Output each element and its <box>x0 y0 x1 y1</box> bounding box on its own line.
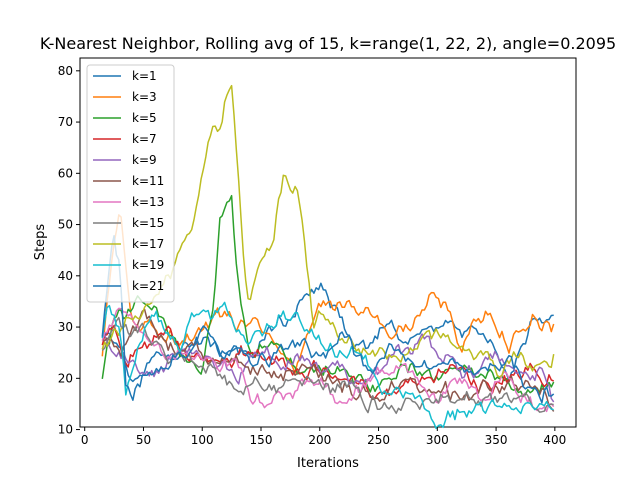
x-axis-ticks: 0 50 100 150 200 250 300 350 400 <box>81 427 566 447</box>
legend-label: k=7 <box>132 132 157 146</box>
legend-label: k=19 <box>132 258 164 272</box>
legend-label: k=17 <box>132 237 164 251</box>
x-tick-label: 200 <box>308 433 331 447</box>
series-lines <box>101 84 555 430</box>
plot-area-frame <box>79 57 577 428</box>
x-tick-label: 50 <box>136 433 151 447</box>
y-tick-label: 20 <box>58 371 73 385</box>
y-axis-ticks: 10 20 30 40 50 60 70 80 <box>58 64 80 437</box>
legend-label: k=13 <box>132 195 164 209</box>
x-tick-label: 250 <box>367 433 390 447</box>
series-line-k-19 <box>101 301 554 430</box>
legend-label: k=21 <box>132 279 164 293</box>
legend-label: k=11 <box>132 174 164 188</box>
legend-box <box>86 64 175 303</box>
y-tick-label: 70 <box>58 115 73 129</box>
series-line-k-11 <box>102 308 555 412</box>
series-line-k-1 <box>101 282 554 383</box>
x-tick-label: 300 <box>426 433 449 447</box>
chart-title: K-Nearest Neighbor, Rolling avg of 15, k… <box>40 34 616 53</box>
y-axis-label: Steps <box>33 224 48 261</box>
legend: k=1 k=3 k=5 k=7 k=9 k=11 k=13 k=15 k=17 k=19 k=21 <box>86 64 175 303</box>
legend-label: k=5 <box>132 111 157 125</box>
y-tick-label: 80 <box>58 64 73 78</box>
x-tick-label: 150 <box>250 433 273 447</box>
series-line-k-21 <box>101 234 555 404</box>
x-tick-label: 100 <box>191 433 214 447</box>
legend-label: k=9 <box>132 153 157 167</box>
y-tick-label: 40 <box>58 269 73 283</box>
legend-label: k=1 <box>132 69 157 83</box>
y-tick-label: 50 <box>58 218 73 232</box>
legend-label: k=3 <box>132 90 157 104</box>
legend-label: k=15 <box>132 216 164 230</box>
x-tick-label: 350 <box>485 433 508 447</box>
y-tick-label: 10 <box>58 423 73 437</box>
y-tick-label: 30 <box>58 320 73 334</box>
x-tick-label: 0 <box>81 433 89 447</box>
series-line-k-17 <box>101 84 555 378</box>
y-tick-label: 60 <box>58 166 73 180</box>
x-tick-label: 400 <box>543 433 566 447</box>
x-axis-label: Iterations <box>297 456 359 471</box>
